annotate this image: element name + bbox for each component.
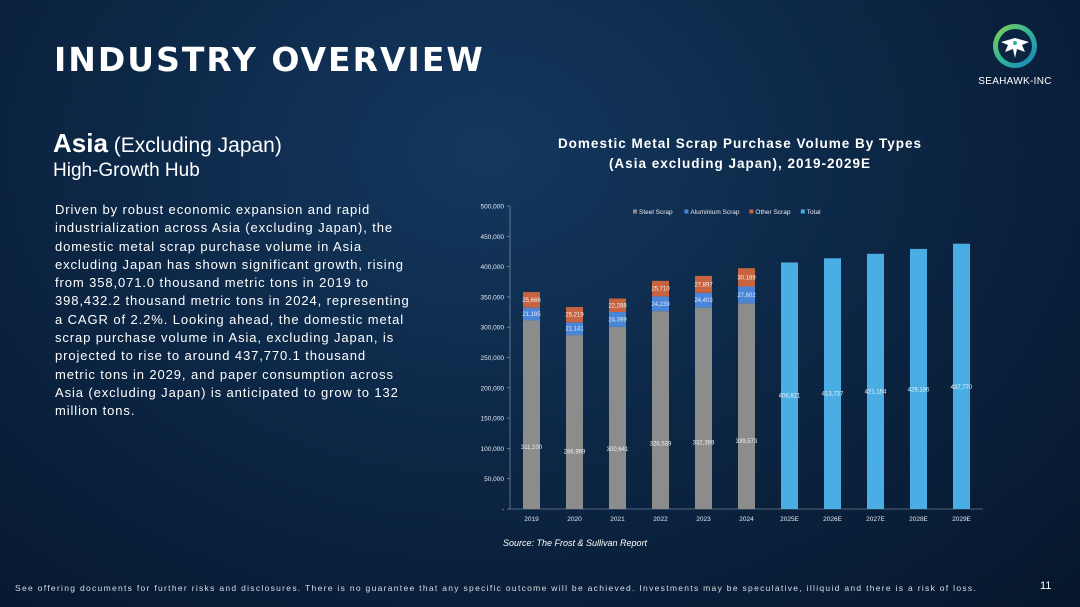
bar-data-label: 286,969 (564, 450, 586, 456)
bar-data-label: 25,710 (651, 287, 670, 293)
heading-bold: Asia (53, 128, 108, 158)
bar-data-label: 437,770 (951, 385, 973, 391)
bar-segment (867, 253, 884, 509)
bar-segment (738, 268, 755, 287)
bar-segment (652, 311, 669, 509)
bar-segment (609, 298, 626, 313)
y-tick-label: - (502, 507, 504, 514)
bar-segment (566, 322, 583, 336)
x-tick-label: 2027E (866, 516, 885, 523)
bar-data-label: 21,141 (565, 327, 584, 333)
x-tick-label: 2028E (909, 516, 928, 523)
seahawk-logo-icon (993, 24, 1037, 68)
bar-data-label: 30,189 (737, 275, 756, 281)
chart-title: Domestic Metal Scrap Purchase Volume By … (480, 134, 1000, 174)
bar-data-label: 24,239 (651, 302, 670, 308)
legend-swatch (800, 209, 805, 214)
bar-chart: - 50,000 100,000 150,000 200,000 250,000 300,0… (481, 204, 983, 523)
bar-segment (695, 292, 712, 308)
logo: SEAHAWK-INC (970, 22, 1060, 87)
bar-data-label: 429,186 (908, 387, 930, 393)
y-tick-label: 250,000 (481, 355, 505, 362)
legend-swatch (684, 209, 689, 214)
heading-rest: (Excluding Japan) (107, 134, 282, 157)
bar-segment (609, 326, 626, 509)
bar-data-label: 339,573 (736, 439, 758, 445)
bar-segment (652, 296, 669, 312)
section-heading: Asia (Excluding Japan) (53, 128, 282, 159)
logo-text: SEAHAWK-INC (978, 76, 1052, 87)
x-tick-label: 2020 (567, 516, 582, 523)
bar-data-label: 413,737 (822, 392, 844, 398)
bar-data-label: 421,154 (865, 390, 887, 396)
y-tick-label: 450,000 (481, 234, 505, 241)
bar-data-label: 22,288 (608, 303, 627, 309)
bar-segment (695, 275, 712, 293)
x-tick-label: 2024 (739, 516, 754, 523)
x-tick-label: 2021 (610, 516, 625, 523)
y-tick-label: 200,000 (481, 385, 505, 392)
bar-segment (523, 292, 540, 308)
bar-segment (652, 280, 669, 297)
y-tick-label: 50,000 (484, 476, 504, 483)
legend-label: Total (807, 209, 821, 216)
bar-data-label: 25,219 (565, 313, 584, 319)
chart-source: Source: The Frost & Sullivan Report (503, 538, 648, 548)
y-tick-label: 500,000 (481, 204, 505, 211)
bar-data-label: 24,399 (608, 317, 627, 323)
bar-data-label: 311,100 (521, 445, 543, 451)
y-tick-label: 350,000 (481, 294, 505, 301)
y-tick-label: 100,000 (481, 446, 505, 453)
disclaimer: See offering documents for further risks… (15, 583, 978, 593)
x-tick-label: 2022 (653, 516, 668, 523)
y-tick-label: 300,000 (481, 325, 505, 332)
bar-data-label: 300,641 (607, 447, 629, 453)
legend-label: Other Scrap (755, 209, 790, 216)
y-tick-label: 400,000 (481, 264, 505, 271)
legend-label: Aluminium Scrap (690, 209, 740, 216)
bar-segment (523, 307, 540, 321)
x-tick-label: 2023 (696, 516, 711, 523)
legend-swatch (749, 209, 754, 214)
bar-data-label: 27,897 (694, 282, 713, 288)
bar-data-label: 326,539 (650, 442, 672, 448)
x-tick-label: 2029E (952, 516, 971, 523)
bar-data-label: 27,602 (737, 293, 756, 299)
bar-segment (910, 248, 927, 510)
bar-segment (566, 335, 583, 509)
bar-data-label: 21,185 (522, 312, 541, 318)
page-number: 11 (1040, 580, 1052, 592)
bar-segment (566, 307, 583, 323)
x-tick-label: 2025E (780, 516, 799, 523)
bar-segment (695, 307, 712, 509)
legend-label: Steel Scrap (639, 209, 673, 216)
x-tick-label: 2026E (823, 516, 842, 523)
bar-segment (738, 286, 755, 304)
bar-data-label: 25,666 (522, 298, 541, 304)
bar-data-label: 24,403 (694, 298, 713, 304)
chart-title-line1: Domestic Metal Scrap Purchase Volume By … (557, 136, 923, 151)
section-subheading: High-Growth Hub (53, 160, 200, 181)
page-title: INDUSTRY OVERVIEW (54, 40, 485, 79)
bar-data-label: 406,821 (779, 394, 801, 400)
bar-segment (781, 262, 798, 509)
bar-segment (523, 320, 540, 509)
x-tick-label: 2019 (524, 516, 539, 523)
legend-swatch (633, 209, 637, 214)
bar-segment (824, 258, 841, 509)
y-tick-label: 150,000 (481, 416, 505, 423)
bar-segment (609, 312, 626, 327)
bar-data-label: 332,369 (693, 441, 715, 447)
chart-title-line2: (Asia excluding Japan), 2019-2029E (608, 156, 872, 171)
bar-segment (953, 243, 970, 510)
bar-segment (738, 303, 755, 509)
body-paragraph: Driven by robust economic expansion and … (55, 202, 410, 419)
